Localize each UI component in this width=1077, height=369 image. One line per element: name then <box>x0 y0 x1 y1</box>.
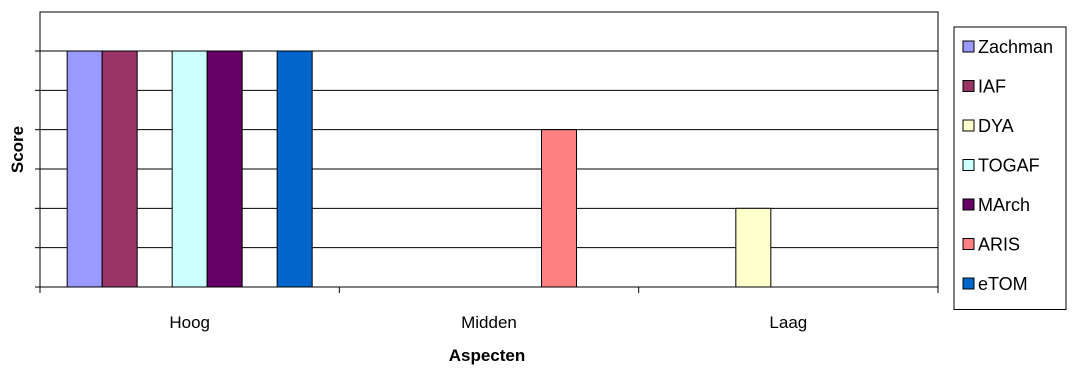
plot-area-frame <box>39 11 939 288</box>
legend: Zachman IAF DYA TOGAF MArch ARIS eTOM <box>953 26 1067 310</box>
legend-label-aris: ARIS <box>978 235 1020 255</box>
x-tick-label: Laag <box>769 313 807 332</box>
bar-aris-midden <box>541 129 577 288</box>
bar-iaf-hoog <box>101 50 138 288</box>
legend-label-zachman: Zachman <box>978 37 1053 57</box>
bars <box>66 50 772 288</box>
x-axis: Hoog Midden Laag <box>39 287 939 332</box>
y-axis-title: Score <box>8 126 27 173</box>
legend-swatch-etom <box>962 277 975 290</box>
x-axis-title: Aspecten <box>449 346 526 365</box>
x-tick-label: Hoog <box>169 313 210 332</box>
bar-march-hoog <box>206 50 243 288</box>
legend-swatch-march <box>962 198 975 211</box>
legend-swatch-togaf <box>962 159 975 171</box>
legend-label-iaf: IAF <box>978 77 1006 97</box>
x-tick-label: Midden <box>461 313 517 332</box>
bar-dya-laag <box>735 207 772 288</box>
bar-zachman-hoog <box>66 50 103 288</box>
legend-label-togaf: TOGAF <box>978 156 1040 176</box>
legend-swatch-dya <box>962 119 975 132</box>
gridlines <box>35 50 938 288</box>
bar-etom-hoog <box>276 50 313 288</box>
legend-label-march: MArch <box>978 195 1030 215</box>
bar-togaf-hoog <box>171 50 208 288</box>
legend-swatch-zachman <box>962 40 975 53</box>
legend-swatch-iaf <box>962 80 975 92</box>
legend-label-dya: DYA <box>978 116 1014 136</box>
legend-swatch-aris <box>962 238 975 250</box>
legend-label-etom: eTOM <box>978 274 1028 294</box>
